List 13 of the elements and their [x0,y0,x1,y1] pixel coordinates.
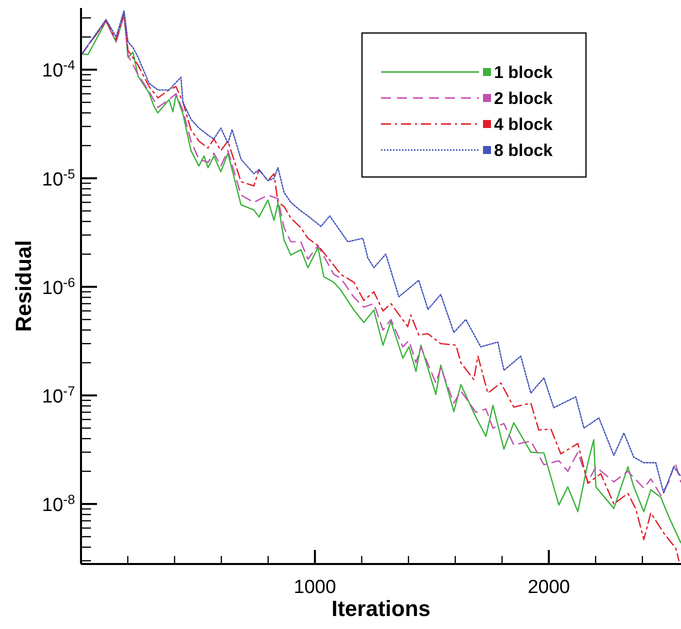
x-tick-label: 2000 [528,577,570,598]
x-axis-title: Iterations [331,596,431,621]
y-tick-label: 10$^{-6}$ [42,274,75,299]
legend-label: 8 block [494,141,554,160]
y-tick-label: 10$^{-7}$ [42,382,75,408]
y-tick-label: 10$^{-8}$ [42,491,75,516]
y-tick-label: 10$^{-5}$ [42,166,75,190]
legend-label: 1 block [494,63,554,82]
legend-label: 2 block [494,89,554,108]
legend-label: 4 block [494,115,554,134]
y-axis-title: Residual [11,240,36,332]
x-tick-label: 1000 [294,577,336,598]
y-tick-label: 10$^{-4}$ [42,57,75,82]
